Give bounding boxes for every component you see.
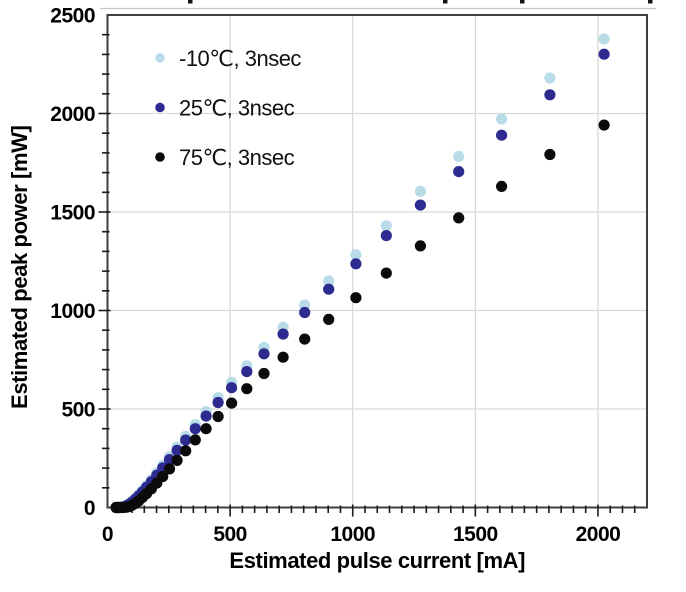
data-point (212, 410, 224, 423)
data-point (200, 423, 212, 435)
data-point (380, 230, 392, 242)
data-point (598, 119, 610, 131)
legend-item-label: 25℃, 3nsec (179, 96, 295, 121)
data-point (414, 199, 426, 211)
data-point (350, 258, 362, 270)
data-point (598, 33, 610, 45)
legend-marker-icon (155, 152, 165, 162)
legend-item-label: 75℃, 3nsec (179, 145, 295, 170)
data-point (453, 212, 465, 224)
data-point (350, 249, 362, 261)
cropped-title-fragment (520, 0, 525, 4)
y-tick-label: 1000 (50, 300, 95, 323)
data-point (226, 397, 238, 409)
cropped-title-remnants (100, 0, 656, 10)
y-axis-title: Estimated peak power [mW] (7, 125, 32, 408)
legend-item-label: -10℃, 3nsec (179, 46, 301, 71)
data-point (180, 445, 192, 457)
data-point (180, 434, 192, 446)
y-tick-label: 2000 (50, 103, 95, 126)
data-point (414, 185, 426, 197)
cropped-title-fragment (443, 0, 448, 4)
x-tick-label: 0 (102, 523, 113, 546)
y-tick-label: 1500 (50, 202, 95, 225)
y-tick-labels: 0 500 1000 1500 2000 2500 (50, 5, 95, 521)
y-tick-label: 500 (61, 399, 95, 422)
x-axis-title: Estimated pulse current [mA] (229, 548, 525, 573)
data-point (200, 410, 212, 422)
data-point (544, 148, 556, 161)
data-point (226, 382, 238, 394)
data-point (380, 267, 392, 279)
data-point (277, 328, 289, 340)
data-point (323, 283, 335, 295)
data-point (544, 72, 556, 84)
y-tick-label: 2500 (50, 5, 95, 28)
legend-marker-icon (155, 53, 165, 63)
data-point (323, 275, 335, 287)
cropped-title-fragment (648, 0, 653, 4)
data-point (299, 306, 311, 319)
x-tick-label: 500 (213, 523, 247, 546)
data-point (212, 396, 224, 409)
data-point (277, 351, 289, 363)
legend-marker-icon (155, 102, 165, 113)
data-point (323, 313, 335, 325)
gridlines (107, 15, 647, 508)
data-point (171, 454, 183, 466)
legend-item-minus10c: -10℃, 3nsec (155, 46, 302, 71)
data-point (544, 89, 556, 101)
x-tick-label: 2000 (576, 523, 621, 546)
legend: -10℃, 3nsec 25℃, 3nsec 75℃, 3nsec (155, 46, 302, 170)
data-point (496, 180, 508, 192)
data-point (241, 383, 253, 395)
legend-item-75c: 75℃, 3nsec (155, 145, 295, 170)
y-tick-label: 0 (84, 497, 95, 520)
data-point (241, 366, 253, 378)
data-point (189, 423, 201, 435)
data-point (496, 113, 508, 125)
series-75c (110, 119, 610, 514)
x-tick-labels: 0 500 1000 1500 2000 (102, 523, 621, 546)
x-tick-label: 1500 (453, 523, 498, 546)
x-tick-label: 1000 (330, 523, 375, 546)
data-point (453, 166, 465, 178)
data-point (598, 48, 610, 60)
data-point (258, 367, 270, 380)
data-point (414, 240, 426, 252)
data-point (171, 444, 183, 456)
cropped-title-fragment (188, 0, 193, 4)
data-point (163, 463, 176, 475)
data-point (453, 150, 465, 162)
data-point (258, 348, 270, 360)
data-point (189, 434, 201, 446)
data-point (350, 292, 362, 304)
data-point (299, 333, 311, 345)
data-point (157, 471, 169, 483)
legend-item-25c: 25℃, 3nsec (155, 96, 295, 121)
data-point (496, 129, 508, 141)
data-point (380, 220, 392, 232)
